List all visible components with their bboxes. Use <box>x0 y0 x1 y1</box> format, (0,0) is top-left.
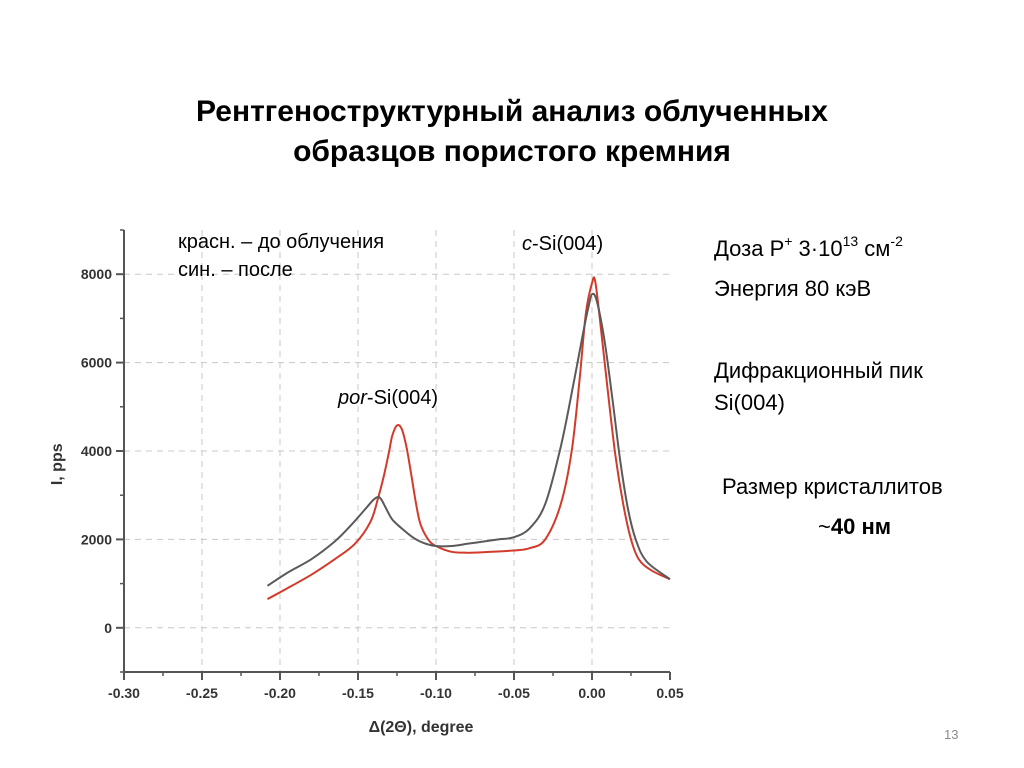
por-si-peak-label: por-Si(004) <box>338 384 438 412</box>
dose-unit: см <box>858 236 891 261</box>
x-tick-label: 0.05 <box>656 685 683 701</box>
dose-value: 3·10 <box>792 236 843 261</box>
crystallite-approx-sign: ~ <box>818 514 831 539</box>
y-tick-label: 8000 <box>81 266 112 282</box>
x-axis-title: Δ(2Θ), degree <box>369 719 474 736</box>
y-tick-label: 4000 <box>81 443 112 459</box>
x-tick-label: -0.30 <box>108 685 140 701</box>
x-tick-label: -0.10 <box>420 685 452 701</box>
slide-title-line-1: Рентгеноструктурный анализ облученных <box>196 95 828 128</box>
c-si-peak-label-rest: -Si(004) <box>532 233 604 255</box>
c-si-peak-label-prefix: c <box>522 233 532 255</box>
x-tick-label: -0.05 <box>498 685 530 701</box>
curve-color-legend: красн. – до облучения син. – после <box>178 228 384 284</box>
x-tick-label: -0.15 <box>342 685 374 701</box>
dose-exponent: 13 <box>842 232 859 249</box>
crystallite-size-value: ~40 нм <box>818 514 891 540</box>
crystallite-size-label: Размер кристаллитов <box>722 474 943 499</box>
page-number: 13 <box>944 727 959 742</box>
x-tick-label: -0.20 <box>264 685 296 701</box>
c-si-peak-label: c-Si(004) <box>522 230 603 258</box>
legend-blue-after: син. – после <box>178 259 293 281</box>
y-tick-label: 2000 <box>81 531 112 547</box>
crystallite-size-number: 40 нм <box>830 514 892 539</box>
por-si-peak-label-rest: -Si(004) <box>366 387 439 409</box>
y-axis-title: I, pps <box>49 443 66 485</box>
por-si-peak-label-prefix: por <box>338 387 367 409</box>
dose-label: Доза P <box>714 236 785 261</box>
gray-series-line <box>266 292 671 587</box>
x-tick-label: 0.00 <box>578 685 605 701</box>
x-tick-label: -0.25 <box>186 685 218 701</box>
dose-ion-charge: + <box>784 232 793 249</box>
red-series-line <box>267 276 671 600</box>
dose-unit-exponent: -2 <box>890 232 903 249</box>
energy-line: Энергия 80 кэВ <box>714 276 872 301</box>
dose-line: Доза P+ 3·1013 см-2 <box>714 232 903 262</box>
diffraction-peak-line-1: Дифракционный пик <box>714 358 923 383</box>
slide-title-line-2: образцов пористого кремния <box>293 135 731 168</box>
legend-red-before: красн. – до облучения <box>178 231 385 253</box>
diffraction-peak-line-2: Si(004) <box>714 390 785 415</box>
slide-title: Рентгеноструктурный анализ облученных об… <box>0 92 1024 172</box>
y-tick-label: 6000 <box>81 355 112 371</box>
y-tick-label: 0 <box>104 620 112 636</box>
